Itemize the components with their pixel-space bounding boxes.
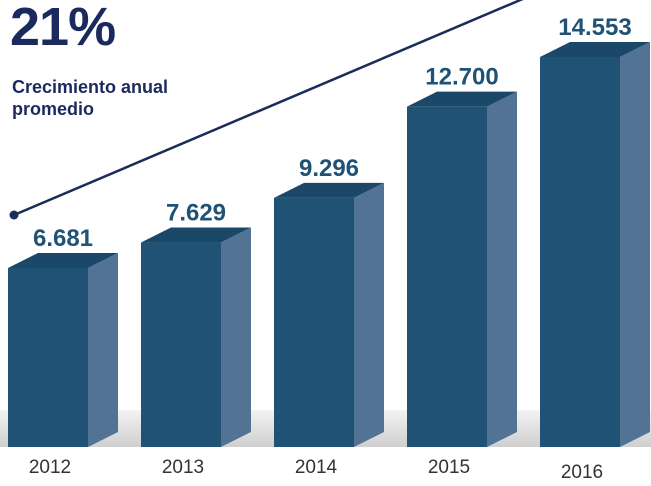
headline: 21% bbox=[10, 0, 116, 57]
value-label: 12.700 bbox=[425, 64, 498, 91]
bar bbox=[141, 242, 221, 447]
value-label: 9.296 bbox=[299, 155, 359, 182]
bar-top bbox=[274, 182, 384, 198]
bar bbox=[540, 57, 620, 447]
bar bbox=[407, 106, 487, 447]
x-tick-label: 2013 bbox=[162, 457, 204, 478]
x-tick-label: 2014 bbox=[295, 457, 338, 478]
x-tick-label: 2015 bbox=[428, 457, 470, 478]
bar bbox=[8, 267, 88, 447]
bar-side bbox=[354, 182, 384, 447]
bar-top bbox=[540, 42, 650, 57]
bar-side bbox=[487, 91, 517, 447]
bar-top bbox=[8, 252, 118, 268]
bar-side bbox=[620, 42, 650, 447]
bar-side bbox=[221, 227, 251, 447]
value-label: 6.681 bbox=[33, 225, 93, 252]
trend-line bbox=[13, 0, 524, 217]
bar-top bbox=[141, 227, 251, 243]
bar bbox=[274, 197, 354, 447]
bar-side bbox=[88, 252, 118, 447]
value-label: 7.629 bbox=[166, 200, 226, 227]
subtitle: Crecimiento anual promedio bbox=[12, 77, 169, 119]
bar-top bbox=[407, 91, 517, 107]
x-tick-label: 2012 bbox=[29, 457, 71, 478]
trend-dot bbox=[9, 210, 19, 220]
value-label: 14.553 bbox=[558, 14, 631, 41]
x-tick-label: 2016 bbox=[561, 462, 603, 483]
